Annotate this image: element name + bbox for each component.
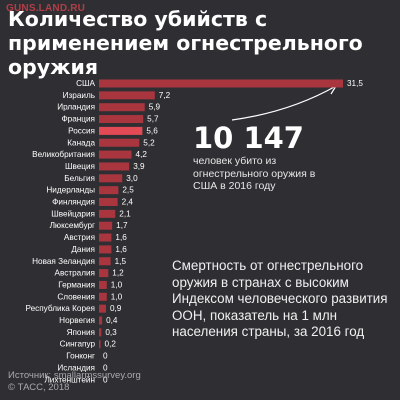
value-label: 1,0 [111,292,123,301]
category-label: Япония [67,328,95,337]
value-label: 0 [103,363,108,372]
category-label: Нидерланды [46,186,95,195]
category-label: Бельгия [64,174,95,183]
category-label: Австралия [55,269,95,278]
value-label: 0,4 [106,316,118,325]
bar-0 [99,79,343,88]
bar-17 [99,280,107,289]
bar-13 [99,233,112,242]
category-label: Норвегия [59,316,95,325]
bar-11 [99,209,116,218]
category-label: Германия [58,280,95,289]
value-label: 5,7 [147,115,159,124]
value-label: 2,4 [122,198,134,207]
category-label: Канада [67,138,95,147]
bar-3 [99,115,144,124]
value-label: 0,3 [105,328,117,337]
highlight-number: 10 147 [193,121,304,155]
value-label: 0,2 [105,340,117,349]
footer: Источник: smallarmssurvey.org © ТАСС, 20… [8,370,141,393]
bar-7 [99,162,130,171]
highlight-caption: человек убито из огнестрельного оружия в… [193,155,316,192]
bar-22 [99,340,101,349]
category-label: Дания [71,245,95,254]
value-label: 0,9 [110,304,122,313]
source-text: Источник: smallarmssurvey.org [8,370,141,381]
category-label: Словения [57,292,95,301]
value-label: 4,2 [136,150,148,159]
bar-15 [99,257,111,266]
category-label: Франция [61,115,95,124]
bar-14 [99,245,112,254]
value-label: 31,5 [347,79,363,88]
value-label: 1,7 [116,221,128,230]
category-label: Финляндия [52,198,95,207]
category-label: США [76,79,95,88]
bar-19 [99,304,106,313]
value-label: 5,6 [146,126,158,135]
category-label: Люксембург [50,221,95,230]
category-label: Израиль [63,91,95,100]
bar-10 [99,198,118,206]
value-label: 2,1 [119,209,131,218]
bar-18 [99,292,107,301]
category-label: Новая Зеландия [32,257,95,266]
category-label: Швейцария [51,209,95,218]
category-label: Сингапур [60,340,96,349]
category-label: Ирландия [57,103,95,112]
value-label: 1,0 [111,280,123,289]
watermark: GUNS.LAND.RU [6,3,86,14]
value-label: 7,2 [159,91,171,100]
chart-note: Смертность от огнестрельного оружия в ст… [172,258,388,339]
bar-16 [99,269,109,278]
value-label: 1,6 [115,233,127,242]
chart-title: Количество убийств с применением огнестр… [8,7,363,79]
bar-5 [99,138,140,147]
value-label: 0 [103,352,108,361]
category-label: Россия [68,126,95,135]
bar-4 [99,126,143,135]
category-label: Австрия [64,233,95,242]
value-label: 3,9 [133,162,145,171]
value-label: 5,9 [149,103,161,112]
value-label: 3,0 [126,174,138,183]
bar-6 [99,150,132,159]
category-label: Великобритания [32,150,95,159]
value-label: 2,5 [122,186,134,195]
bar-21 [99,328,102,337]
bar-20 [99,316,103,325]
category-label: Лихтенштейн [44,375,95,384]
value-label: 1,2 [112,269,124,278]
callout-arrow [231,85,337,121]
category-label: Гонконг [66,352,95,361]
value-label: 5,2 [143,138,155,147]
value-label: 1,5 [115,257,127,266]
bar-8 [99,174,123,183]
value-label: 1,6 [115,245,127,254]
copyright-text: © ТАСС, 2018 [8,381,70,393]
category-label: Республика Корея [26,304,96,313]
bar-1 [99,91,155,100]
bar-9 [99,186,119,195]
bar-2 [99,103,145,112]
value-label: 0 [103,375,108,384]
category-label: Швеция [65,162,95,171]
bar-12 [99,221,113,230]
category-label: Исландия [57,363,95,372]
